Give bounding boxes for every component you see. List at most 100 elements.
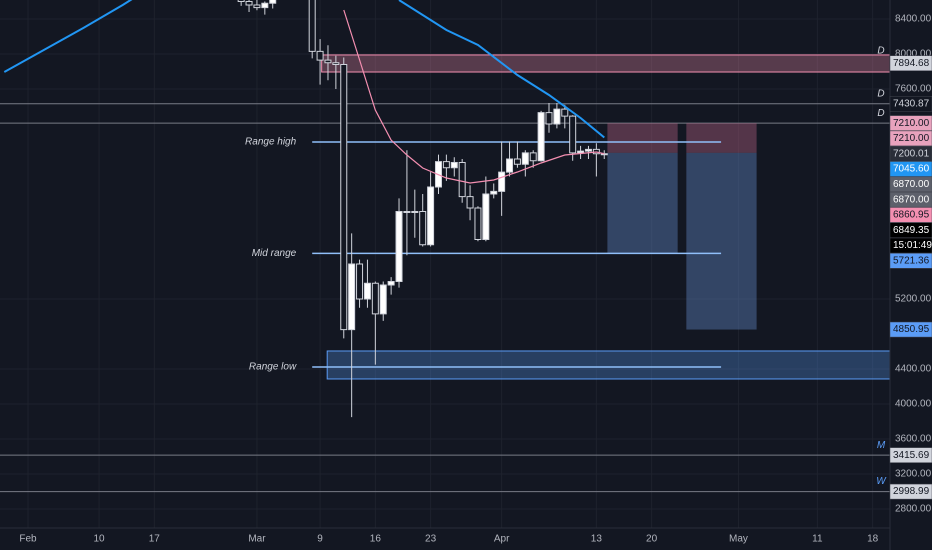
candle-body — [450, 161, 458, 169]
x-tick-label: 18 — [867, 534, 879, 545]
price-tag — [889, 176, 932, 193]
zone — [326, 350, 890, 380]
price-tag-label: 6860.95 — [893, 210, 930, 221]
axes: Feb 10 17 Mar 9 16 23 Apr 13 20 May 11 18 8400.00 8000… — [19, 14, 932, 545]
range-label: Range low — [249, 362, 297, 373]
candle-body — [253, 4, 261, 9]
x-tick-label: 23 — [425, 534, 437, 545]
y-tick-label: 3600.00 — [895, 434, 932, 445]
candle-body — [332, 62, 340, 65]
candle-body — [577, 150, 585, 154]
x-tick-label: 16 — [370, 534, 382, 545]
candle-body — [371, 282, 379, 315]
price-tag — [889, 447, 932, 463]
candle-body — [348, 263, 356, 331]
candle-body — [340, 63, 348, 331]
y-tick-label: 4400.00 — [895, 364, 932, 375]
price-tag — [889, 96, 932, 112]
y-tick-label: 8400.00 — [895, 14, 932, 25]
timeframe-label: D — [877, 108, 884, 119]
moving-average — [343, 9, 605, 184]
price-tag-label: 7894.68 — [893, 58, 930, 69]
y-tick-label: 8000.00 — [895, 49, 932, 60]
price-tag — [889, 115, 932, 131]
price-tag — [889, 55, 932, 71]
candle-body — [442, 161, 450, 169]
candle-body — [474, 207, 482, 240]
candle-body — [411, 210, 419, 213]
candle-body — [427, 186, 435, 246]
candle-body — [308, 0, 316, 52]
x-tick-label: May — [729, 534, 748, 545]
y-tick-label: 3200.00 — [895, 469, 932, 480]
price-tag-label: 6849.35 — [893, 225, 930, 236]
x-tick-label: 10 — [94, 534, 106, 545]
position-risk — [607, 123, 678, 153]
price-tag-label: 7430.87 — [893, 98, 930, 109]
price-tag — [889, 191, 932, 208]
price-tag-label: 7210.00 — [893, 118, 930, 129]
price-tag-label: 7200.01 — [893, 148, 930, 159]
candle-body — [521, 152, 529, 165]
candle-body — [356, 263, 364, 300]
candle-body — [316, 50, 324, 61]
x-tick-label: 11 — [812, 534, 823, 545]
candle-body — [537, 112, 545, 162]
candle-body — [363, 282, 371, 300]
candle-body — [553, 108, 561, 125]
price-tag-label: 2998.99 — [893, 486, 930, 497]
position-reward — [686, 152, 757, 330]
price-tag — [889, 253, 932, 269]
x-tick-label: Apr — [494, 534, 510, 545]
candle-body — [529, 152, 537, 162]
price-tag — [889, 222, 932, 238]
position-reward — [607, 152, 678, 254]
candle-body — [506, 158, 514, 173]
y-tick-label: 2800.00 — [895, 504, 932, 515]
candle-body — [245, 0, 253, 6]
candle-body — [513, 158, 521, 165]
candle-body — [379, 284, 387, 315]
timeframe-label: M — [877, 440, 886, 451]
y-tick-label: 4000.00 — [895, 399, 932, 410]
price-tag — [889, 483, 932, 500]
candle-body — [403, 210, 411, 213]
price-tag — [889, 130, 932, 147]
zone — [321, 54, 890, 73]
x-tick-label: 20 — [646, 534, 658, 545]
price-tag-label: 6870.00 — [893, 194, 930, 205]
price-tag-label: 5721.36 — [893, 255, 930, 266]
timeframe-label: D — [877, 88, 884, 99]
price-tag-label: 4850.95 — [893, 324, 930, 335]
plot-area: Range high Mid range Range low — [0, 0, 890, 493]
price-tag-label: 15:01:49 — [893, 240, 932, 251]
candle-body — [498, 171, 506, 192]
candle-body — [269, 0, 277, 4]
x-tick-label: Mar — [248, 534, 266, 545]
candle-body — [584, 148, 592, 152]
x-tick-label: 13 — [591, 534, 603, 545]
candle-body — [569, 115, 577, 154]
candle-body — [561, 108, 569, 117]
price-tag — [889, 207, 932, 223]
candle-body — [458, 161, 466, 198]
candle-body — [387, 281, 395, 286]
price-tag — [889, 237, 932, 254]
x-tick-label: Feb — [19, 534, 37, 545]
price-tag-label: 7045.60 — [893, 164, 930, 175]
candle-body — [324, 59, 332, 64]
x-tick-label: 9 — [317, 534, 323, 545]
price-tag — [889, 321, 932, 338]
candle-body — [482, 193, 490, 240]
moving-average — [3, 0, 605, 139]
y-tick-label: 7600.00 — [895, 84, 932, 95]
range-label: Mid range — [252, 248, 297, 259]
y-tick-label: 5200.00 — [895, 294, 932, 305]
candle-body — [237, 0, 245, 2]
candle-body — [419, 210, 427, 246]
price-tag-label: 7210.00 — [893, 133, 930, 144]
candle-body — [545, 112, 553, 125]
range-label: Range high — [245, 137, 297, 148]
candle-body — [466, 196, 474, 209]
